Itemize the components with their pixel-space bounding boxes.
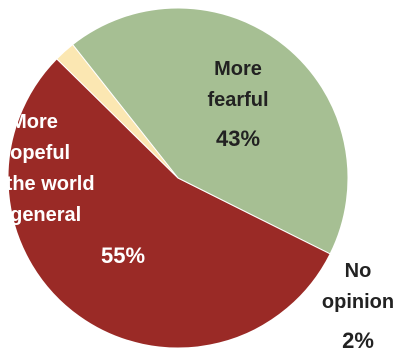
slice-label-line: fearful [207, 89, 268, 111]
pie-slice-no_opinion [56, 43, 179, 179]
slice-label-line: No [345, 260, 372, 282]
slice-label-line: opinion [322, 291, 394, 313]
slice-value-label: 2% [342, 328, 374, 353]
slice-label-line: in general [0, 204, 81, 226]
slice-label-no_opinion: No opinion 2% [322, 260, 394, 353]
slice-label-line: More [214, 58, 262, 80]
pie-slice-hopeful [7, 58, 331, 349]
slice-value-label: 55% [101, 243, 145, 268]
slice-label-line: for the world [0, 173, 95, 195]
slice-label-fearful: More fearful 43% [207, 58, 268, 151]
pie-slice-fearful [71, 7, 349, 255]
slice-label-line: More [10, 111, 58, 133]
slice-value-label: 43% [216, 126, 260, 151]
slice-label-hopeful: More hopeful for the world in general 55% [0, 111, 145, 268]
slice-label-line: hopeful [0, 142, 70, 164]
